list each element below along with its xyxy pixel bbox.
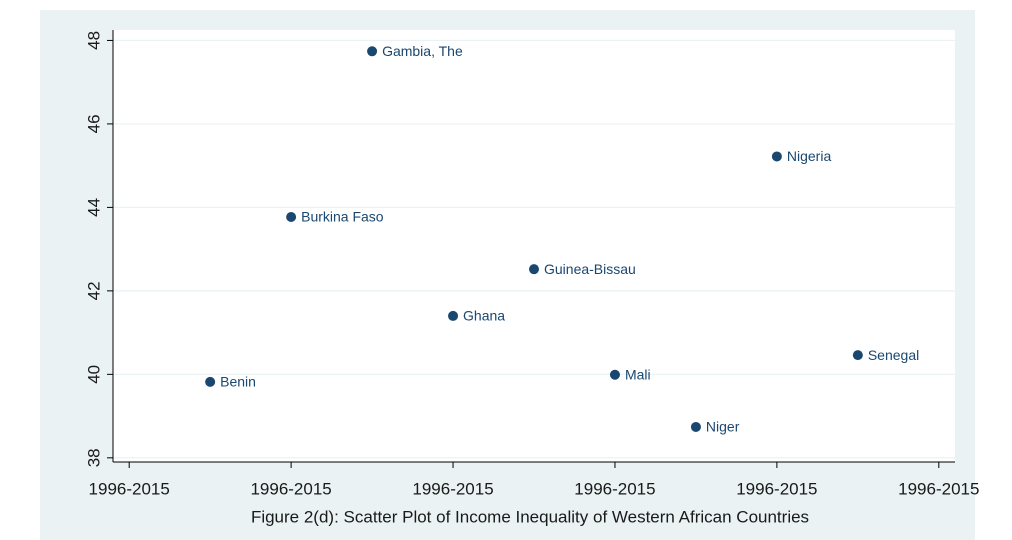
x-tick-label: 1996-2015 [412,479,493,498]
x-tick-label: 1996-2015 [574,479,655,498]
y-tick-label: 38 [84,448,103,467]
point-label: Guinea-Bissau [544,261,636,277]
plot-area [113,30,955,462]
point [529,264,539,275]
point-label: Nigeria [787,148,832,164]
x-tick-label: 1996-2015 [898,479,979,498]
point-label: Ghana [463,308,505,324]
point [448,310,459,321]
x-tick-label: 1996-2015 [736,479,817,498]
point-label: Gambia, The [382,43,463,59]
point-label: Senegal [868,347,919,363]
point-label: Burkina Faso [301,209,384,225]
point [367,46,378,57]
point [690,421,701,432]
point [286,211,297,222]
x-tick-label: 1996-2015 [250,479,331,498]
point [771,151,782,162]
point [609,369,620,380]
y-tick-label: 48 [84,31,103,50]
chart-title: Figure 2(d): Scatter Plot of Income Ineq… [251,507,809,526]
y-tick-label: 42 [84,281,103,300]
point-label: Benin [220,374,256,390]
y-tick-label: 46 [84,114,103,133]
y-tick-label: 40 [84,365,103,384]
point-label: Niger [706,419,740,435]
point [205,376,216,387]
y-tick-label: 44 [84,198,103,217]
point [852,350,863,361]
x-tick-label: 1996-2015 [89,479,170,498]
point-label: Mali [625,366,651,382]
